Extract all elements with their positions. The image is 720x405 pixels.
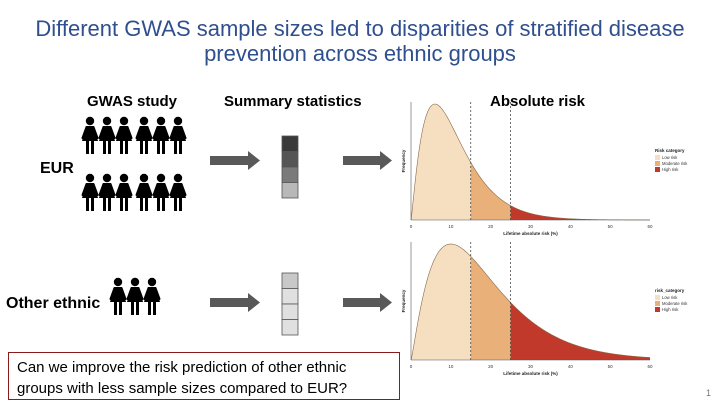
legend-title: risk_category [655,288,685,293]
summary-cell [281,288,299,305]
x-tick-label: 60 [647,224,653,229]
title-line-2: prevention across ethnic groups [204,41,516,66]
question-line-1: Can we improve the risk prediction of ot… [17,359,347,376]
x-tick-label: 20 [488,364,494,369]
summary-cell [281,303,299,320]
x-tick-label: 0 [410,224,413,229]
x-tick-label: 20 [488,224,494,229]
legend-label: High risk [662,167,679,172]
other-ethnic-people-icons [109,276,161,316]
x-tick-label: 40 [568,364,574,369]
legend-label: High risk [662,307,679,312]
summary-bar-other [281,272,299,336]
legend-label: Low risk [662,295,678,300]
x-tick-label: 10 [448,224,454,229]
question-line-2: groups with less sample sizes compared t… [17,380,348,397]
arrow-eur-2 [343,151,392,170]
header-absolute-risk: Absolute risk [490,93,586,110]
legend-swatch [655,307,660,312]
x-tick-label: 0 [410,364,413,369]
title-line-1: Different GWAS sample sizes led to dispa… [35,16,685,41]
x-tick-label: 50 [608,224,614,229]
x-axis-label: Lifetime absolute risk (%) [503,371,558,376]
density-curve [410,243,651,361]
area-moderate-risk [470,162,511,220]
legend-swatch [655,155,660,160]
legend-label: Moderate risk [662,161,688,166]
summary-cell [281,135,299,152]
row-label-eur: EUR [40,160,74,177]
page-number: 1 [706,388,712,398]
area-low-risk [411,104,471,220]
summary-cell [281,166,299,183]
area-high-risk [510,302,650,360]
legend-swatch [655,167,660,172]
area-high-risk [510,205,650,220]
arrow-other-2 [343,293,392,312]
header-gwas-study: GWAS study [87,93,178,110]
x-tick-label: 10 [448,364,454,369]
legend-swatch [655,161,660,166]
slide-title: Different GWAS sample sizes led to dispa… [0,16,720,66]
legend-swatch [655,301,660,306]
eur-people-icons [81,115,187,212]
x-tick-label: 60 [647,364,653,369]
risk-chart-other-ethnic: 0 10 20 30 40 50 60 Lifetime absolute risk (%) F… [401,242,688,376]
arrows [210,151,392,312]
summary-cell [281,151,299,168]
arrow-other-1 [210,293,260,312]
risk-chart-eur: 0 10 20 30 40 50 60 Lifetime absolute risk (%) F… [401,102,688,236]
x-tick-label: 40 [568,224,574,229]
area-low-risk [411,244,471,360]
header-summary-statistics: Summary statistics [224,93,362,110]
arrow-eur-1 [210,151,260,170]
row-label-other-ethnic: Other ethnic [6,295,101,312]
legend-title: Risk category [655,148,685,153]
x-tick-label: 30 [528,364,534,369]
summary-cell [281,319,299,336]
legend-label: Moderate risk [662,301,688,306]
x-tick-label: 50 [608,364,614,369]
legend-label: Low risk [662,155,678,160]
x-tick-label: 30 [528,224,534,229]
summary-cell [281,272,299,289]
question-box: Can we improve the risk prediction of ot… [8,352,400,400]
x-axis-label: Lifetime absolute risk (%) [503,231,558,236]
summary-bar-eur [281,135,299,199]
area-moderate-risk [470,256,511,360]
y-axis-label: Frequency [401,289,406,312]
y-axis-label: Frequency [401,149,406,172]
summary-cell [281,182,299,199]
legend-swatch [655,295,660,300]
